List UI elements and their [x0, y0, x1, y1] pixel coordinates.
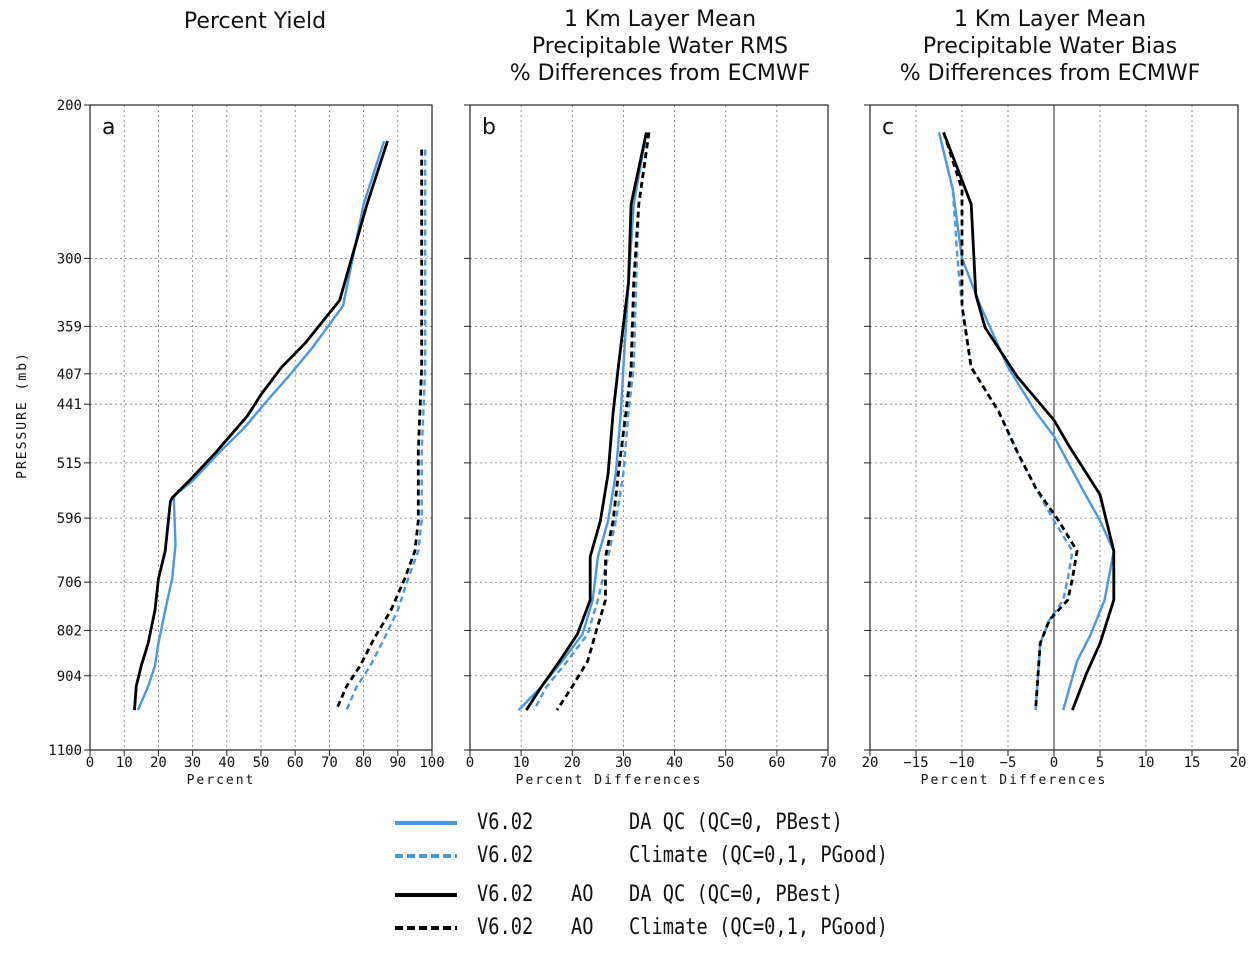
- x-tick-label: 15: [1184, 755, 1201, 771]
- legend-desc: DA QC (QC=0, PBest): [629, 810, 843, 835]
- legend-desc: Climate (QC=0,1, PGood): [629, 915, 888, 940]
- y-tick-label: 407: [57, 367, 82, 383]
- panel-label: c: [882, 115, 894, 140]
- x-tick-label: 0: [466, 755, 474, 771]
- x-tick-label: 50: [253, 755, 270, 771]
- title-a: Percent Yield: [183, 9, 327, 34]
- x-tick-label: 60: [768, 755, 785, 771]
- legend-version: V6.02: [477, 882, 534, 907]
- legend-swatch-0: [395, 821, 457, 825]
- legend: V6.02 DA QC (QC=0, PBest) V6.02 Climate …: [395, 810, 915, 950]
- x-axis-label: Percent Differences: [516, 773, 703, 788]
- x-tick-label: 20: [564, 755, 581, 771]
- x-tick-label: 10: [116, 755, 133, 771]
- x-tick-label: 0: [86, 755, 94, 771]
- x-tick-label: 80: [355, 755, 372, 771]
- y-tick-label: 359: [57, 319, 82, 335]
- legend-tag: AO: [571, 882, 594, 907]
- x-axis-label: Percent Differences: [921, 773, 1108, 788]
- y-tick-label: 1100: [48, 743, 82, 759]
- legend-tag: AO: [571, 915, 594, 940]
- series-line: [942, 131, 1079, 711]
- legend-swatch-1: [395, 854, 457, 858]
- x-tick-label: −5: [1000, 755, 1017, 771]
- legend-version: V6.02: [477, 843, 534, 868]
- plot-frame: [469, 104, 829, 751]
- x-tick-label: 5: [1096, 755, 1104, 771]
- x-tick-label: 30: [615, 755, 632, 771]
- panel-c: 20 −15 −10 −5 0 5 10 15 20 Percent Differences c: [862, 104, 1247, 788]
- x-tick-label: −15: [903, 755, 928, 771]
- y-tick-label: 596: [57, 511, 82, 527]
- panel-label: b: [482, 115, 496, 140]
- series-line: [555, 132, 651, 711]
- series-line: [525, 132, 648, 711]
- y-tick-label: 706: [57, 575, 82, 591]
- x-tick-label: 30: [184, 755, 201, 771]
- x-tick-label: 70: [820, 755, 837, 771]
- x-tick-label: 40: [666, 755, 683, 771]
- x-tick-label: 0: [1050, 755, 1058, 771]
- y-tick-label: 441: [57, 397, 82, 413]
- x-tick-label: 60: [287, 755, 304, 771]
- legend-item: V6.02 AO DA QC (QC=0, PBest): [395, 882, 915, 910]
- legend-swatch-2: [395, 893, 457, 897]
- x-tick-label: 90: [389, 755, 406, 771]
- x-tick-label: −10: [949, 755, 974, 771]
- x-axis-label: Percent: [187, 773, 256, 788]
- x-tick-label: 10: [1138, 755, 1155, 771]
- series-line: [942, 131, 1116, 711]
- legend-version: V6.02: [477, 915, 534, 940]
- legend-desc: DA QC (QC=0, PBest): [629, 882, 843, 907]
- panel-label: a: [102, 115, 115, 140]
- series-line: [345, 149, 427, 711]
- legend-version: V6.02: [477, 810, 534, 835]
- panel-b: 0 10 20 30 40 50 60 70 Percent Differences b: [464, 104, 837, 788]
- x-tick-label: 40: [218, 755, 235, 771]
- x-tick-label: 20: [150, 755, 167, 771]
- y-tick-label: 300: [57, 251, 82, 267]
- x-tick-label: 100: [419, 755, 444, 771]
- x-tick-label: 20: [862, 755, 879, 771]
- title-c: 1 Km Layer Mean Precipitable Water Bias …: [860, 6, 1240, 87]
- x-tick-label: 20: [1230, 755, 1247, 771]
- chart-canvas: PRESSURE (mb) 20030035940744151559670680…: [15, 98, 1247, 788]
- legend-item: V6.02 AO Climate (QC=0,1, PGood): [395, 915, 915, 943]
- legend-desc: Climate (QC=0,1, PGood): [629, 843, 888, 868]
- x-tick-label: 70: [321, 755, 338, 771]
- series-line: [133, 140, 389, 711]
- legend-swatch-3: [395, 926, 457, 930]
- series-line: [532, 132, 651, 711]
- y-tick-label: 200: [57, 98, 82, 114]
- y-axis-label: PRESSURE (mb): [15, 351, 30, 479]
- legend-item: V6.02 DA QC (QC=0, PBest): [395, 810, 915, 838]
- series-line: [937, 132, 1074, 711]
- title-b: 1 Km Layer Mean Precipitable Water RMS %…: [470, 6, 850, 87]
- title-b-text: 1 Km Layer Mean Precipitable Water RMS %…: [509, 7, 811, 86]
- y-tick-label: 515: [57, 456, 82, 472]
- y-tick-label: 904: [57, 669, 82, 685]
- x-tick-label: 50: [717, 755, 734, 771]
- y-tick-label: 802: [57, 623, 82, 639]
- title-c-text: 1 Km Layer Mean Precipitable Water Bias …: [899, 7, 1201, 86]
- series-line: [937, 132, 1115, 711]
- legend-item: V6.02 Climate (QC=0,1, PGood): [395, 843, 915, 871]
- series-line: [334, 149, 424, 711]
- x-tick-label: 10: [513, 755, 530, 771]
